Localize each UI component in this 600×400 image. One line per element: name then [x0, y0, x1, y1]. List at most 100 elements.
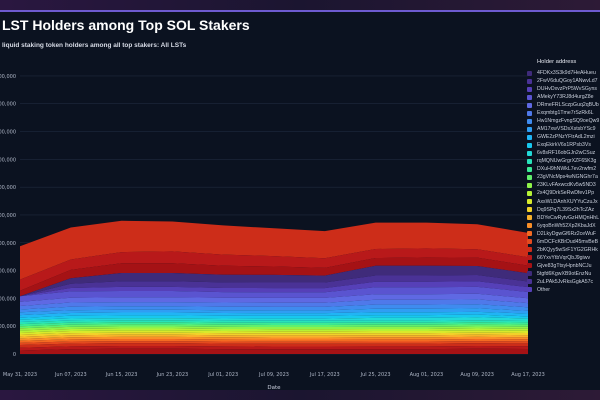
legend-item[interactable]: BDYeCwRytvGzHMQnHhL — [527, 214, 600, 222]
legend-title: Holder address — [537, 59, 577, 65]
y-tick-label: 200,000 — [0, 324, 16, 330]
legend-swatch — [527, 102, 532, 108]
legend-item[interactable]: DUHvDxvzPrP5WvSGyns — [527, 85, 600, 93]
legend-item[interactable]: 4FDKx3S3k9d7HeAHueu — [527, 69, 600, 77]
legend-label: rqMQNUwGrgrXZF65K3g — [537, 158, 597, 165]
area-series-6yqoBnWh52Xp2KbaJdX[interactable] — [20, 330, 528, 335]
x-tick-label: Jun 07, 2023 — [54, 372, 87, 378]
area-series-6v8sRF16obGJn2wCSuz[interactable] — [20, 308, 528, 316]
legend-item[interactable]: 66YxvYtbVqrQbJ9giwv — [527, 254, 600, 262]
legend-swatch — [527, 166, 532, 172]
y-tick-label: 600,000 — [0, 269, 16, 275]
legend-label: 6v8sRF16obGJn2wCSuz — [537, 150, 596, 157]
area-series-2uLPAk5JvRksGgkA57c[interactable] — [20, 345, 528, 351]
area-series-BDYeCwRytvGzHMQnHhL[interactable] — [20, 328, 528, 333]
y-tick-label: 1,400,000 — [0, 157, 16, 163]
area-series-5tgfd6KgwXB9otEnzNu[interactable] — [20, 343, 528, 348]
area-series-2x4Q9DrkSeRwDfev1Pp[interactable] — [20, 322, 528, 327]
legend-swatch — [527, 223, 532, 229]
legend-item[interactable]: ExqEkirkV6s1RPsb3Vs — [527, 141, 600, 149]
y-tick-label: 1,600,000 — [0, 130, 16, 136]
area-series-Hw1NmgzFvngSQ9oeQw9[interactable] — [20, 286, 528, 302]
legend-swatch — [527, 279, 532, 285]
legend-item[interactable]: Dq9SPq7L39Sx2hTcZAz — [527, 206, 600, 214]
legend-item[interactable]: Exqmbtg1Tme7rSzRk6L — [527, 109, 600, 117]
area-series-AxsWLDAnhXUYYuCzuJx[interactable] — [20, 324, 528, 329]
legend-label: 2FwV6duQGoy1ANwvLd7 — [537, 78, 598, 85]
legend-item[interactable]: Gjve83gTtsyHpnbNCJu — [527, 262, 600, 270]
x-tick-label: Aug 01, 2023 — [410, 372, 444, 378]
y-tick-label: 800,000 — [0, 241, 16, 247]
legend-item[interactable]: 2uLPAk5JvRksGgkA57c — [527, 278, 600, 286]
area-series-rqMQNUwGrgrXZF65K3g[interactable] — [20, 311, 528, 318]
legend-item[interactable]: DRmeFRLSczpGuq2qBUb — [527, 101, 600, 109]
legend-swatch — [527, 263, 532, 269]
legend-swatch — [527, 134, 532, 140]
legend-swatch — [527, 78, 532, 84]
legend-label: 66YxvYtbVqrQbJ9giwv — [537, 254, 591, 261]
area-series-DRmeFRLSczpGuq2qBUb[interactable] — [20, 275, 528, 297]
legend-swatch — [527, 150, 532, 156]
legend-item[interactable]: DXuH9hNWkL7ev2rwfm2 — [527, 165, 600, 173]
legend-swatch — [527, 287, 532, 293]
legend-swatch — [527, 247, 532, 253]
area-series-6mDCFcKBrDud45mvBeB[interactable] — [20, 334, 528, 339]
area-series-2bKQyy5wSrF1YG2GRHk[interactable] — [20, 336, 528, 341]
stacked-area-chart: 0 200,000 400,000 600,000 800,000 1,000,000 1,… — [0, 74, 545, 391]
legend-swatch — [527, 86, 532, 92]
y-tick-label: 1,200,000 — [0, 185, 16, 191]
area-series-4FDKx3S3k9d7HeAHueu[interactable] — [20, 220, 528, 280]
area-series-66YxvYtbVqrQbJ9giwv[interactable] — [20, 338, 528, 343]
legend-label: DUHvDxvzPrP5WvSGyns — [537, 86, 597, 93]
legend-swatch — [527, 94, 532, 100]
area-series-Other[interactable] — [20, 348, 528, 354]
area-series-23KLvFAxwcdKv5w5ND3[interactable] — [20, 320, 528, 325]
legend-label: AMekyY73RJ8d4urgZ8e — [537, 94, 594, 101]
legend-label: D2LkyDgwGf6Rz2ceWuF — [537, 230, 597, 237]
legend-label: 6yqoBnWh52Xp2KbaJdX — [537, 222, 596, 229]
legend-item[interactable]: rqMQNUwGrgrXZF65K3g — [527, 157, 600, 165]
x-tick-label: Aug 09, 2023 — [460, 372, 494, 378]
area-series-DUHvDxvzPrP5WvSGyns[interactable] — [20, 257, 528, 297]
legend-item[interactable]: D2LkyDgwGf6Rz2ceWuF — [527, 230, 600, 238]
legend-item[interactable]: 6v8sRF16obGJn2wCSuz — [527, 149, 600, 157]
legend-item[interactable]: 2x4Q9DrkSeRwDfev1Pp — [527, 189, 600, 197]
legend-item[interactable]: AxsWLDAnhXUYYuCzuJx — [527, 198, 600, 206]
area-series-GWE2zPNzYFtrAdL2mzi[interactable] — [20, 299, 528, 310]
x-tick-label: May 31, 2023 — [3, 372, 37, 378]
area-series-ExqEkirkV6s1RPsb3Vs[interactable] — [20, 304, 528, 313]
area-series-DXuH9hNWkL7ev2rwfm2[interactable] — [20, 314, 528, 320]
area-series-Gjve83gTtsyHpnbNCJu[interactable] — [20, 341, 528, 345]
area-series-23gVNcMps4wNGNGhr7a[interactable] — [20, 317, 528, 323]
x-tick-label: Jun 23, 2023 — [156, 372, 189, 378]
legend-item[interactable]: 6yqoBnWh52Xp2KbaJdX — [527, 222, 600, 230]
legend-swatch — [527, 231, 532, 237]
legend-label: Dq9SPq7L39Sx2hTcZAz — [537, 206, 595, 213]
x-tick-label: Jul 17, 2023 — [309, 372, 340, 378]
area-series-Exqmbtg1Tme7rSzRk6L[interactable] — [20, 281, 528, 297]
legend-item[interactable]: GWE2zPNzYFtrAdL2mzi — [527, 133, 600, 141]
area-series-AMekyY73RJ8d4urgZ8e[interactable] — [20, 265, 528, 297]
x-tick-label: Jul 01, 2023 — [207, 372, 238, 378]
legend-item[interactable]: AM17xwVSDsXstsbYSc9 — [527, 125, 600, 133]
y-tick-label: 1,800,000 — [0, 102, 16, 108]
legend-swatch — [527, 70, 532, 76]
legend-item[interactable]: Hw1NmgzFvngSQ9oeQw9 — [527, 117, 600, 125]
legend-item[interactable]: 6mDCFcKBrDud45mvBeB — [527, 238, 600, 246]
legend-item[interactable]: 2FwV6duQGoy1ANwvLd7 — [527, 77, 600, 85]
legend-label: Exqmbtg1Tme7rSzRk6L — [537, 110, 594, 117]
legend-item[interactable]: 23KLvFAxwcdKv5w5ND3 — [527, 181, 600, 189]
x-tick-label: Jun 15, 2023 — [105, 372, 138, 378]
legend-label: AM17xwVSDsXstsbYSc9 — [537, 126, 596, 133]
legend-item[interactable]: 23gVNcMps4wNGNGhr7a — [527, 173, 600, 181]
area-series-2FwV6duQGoy1ANwvLd7[interactable] — [20, 248, 528, 291]
legend-swatch — [527, 158, 532, 164]
area-series-AM17xwVSDsXstsbYSc9[interactable] — [20, 293, 528, 307]
area-series-Dq9SPq7L39Sx2hTcZAz[interactable] — [20, 326, 528, 331]
area-series-D2LkyDgwGf6Rz2ceWuF[interactable] — [20, 332, 528, 337]
legend-item[interactable]: Other — [527, 286, 600, 294]
x-axis-label: Date — [267, 385, 281, 391]
legend-item[interactable]: 5tgfd6KgwXB9otEnzNu — [527, 270, 600, 278]
legend-item[interactable]: 2bKQyy5wSrF1YG2GRHk — [527, 246, 600, 254]
legend-item[interactable]: AMekyY73RJ8d4urgZ8e — [527, 93, 600, 101]
